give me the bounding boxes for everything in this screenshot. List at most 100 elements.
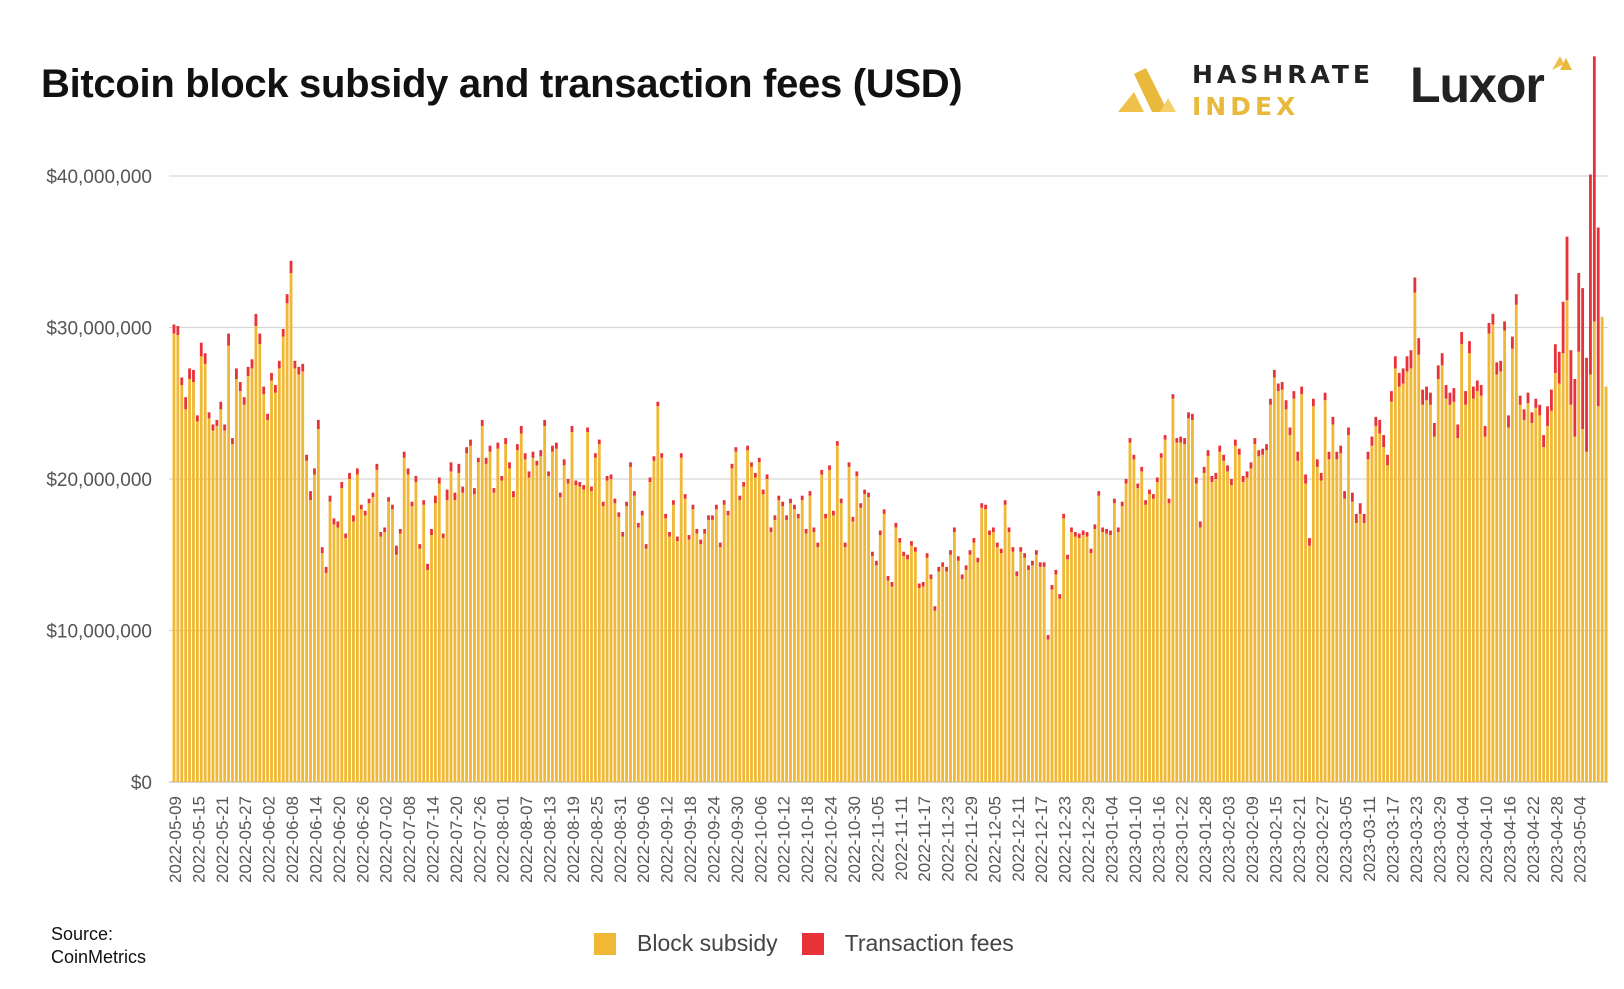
bar-block-subsidy (1148, 494, 1151, 782)
bar-transaction-fees (601, 501, 605, 507)
bar-transaction-fees (1183, 438, 1187, 445)
bar-block-subsidy (570, 432, 574, 782)
bar-block-subsidy (223, 430, 227, 782)
bar-transaction-fees (890, 582, 894, 587)
bar-block-subsidy (1140, 471, 1144, 782)
bar-transaction-fees (988, 530, 991, 536)
bar-transaction-fees (441, 533, 445, 539)
bar-transaction-fees (543, 419, 547, 426)
bar-block-subsidy (1436, 379, 1440, 782)
bar-transaction-fees (1592, 56, 1596, 322)
bar-transaction-fees (1542, 435, 1546, 448)
x-axis-ticks: 2022-05-09 2022-05-15 2022-05-21 2022-05-27… (166, 796, 1590, 883)
bar-transaction-fees (1144, 500, 1147, 505)
bar-block-subsidy (687, 539, 691, 782)
bar-block-subsidy (878, 535, 882, 782)
bar-transaction-fees (1194, 477, 1198, 484)
bar-block-subsidy (441, 538, 445, 782)
bar-block-subsidy (1335, 459, 1339, 782)
bar-block-subsidy (1526, 403, 1530, 782)
bar-transaction-fees (1034, 550, 1038, 555)
bar-block-subsidy (1456, 438, 1460, 782)
bar-block-subsidy (925, 557, 929, 782)
bar-block-subsidy (1507, 427, 1510, 782)
legend: Block subsidy Transaction fees (594, 930, 1038, 957)
bar-block-subsidy (703, 533, 707, 782)
chart-plot: $0 $10,000,000 $20,000,000 $30,000,000 $40,0… (46, 56, 1608, 883)
bar-block-subsidy (192, 382, 195, 782)
bar-block-subsidy (742, 486, 746, 782)
bar-block-subsidy (1105, 533, 1108, 782)
bar-block-subsidy (1596, 406, 1600, 782)
x-tick-label: 2022-10-18 (798, 796, 817, 883)
bar-transaction-fees (398, 529, 402, 534)
bar-block-subsidy (231, 444, 234, 782)
bar-transaction-fees (1027, 565, 1030, 570)
bar-transaction-fees (1589, 174, 1592, 375)
bar-block-subsidy (625, 506, 629, 782)
bar-transaction-fees (582, 485, 586, 490)
bar-transaction-fees (722, 500, 726, 505)
bar-block-subsidy (1191, 419, 1194, 782)
bar-block-subsidy (1479, 395, 1483, 782)
bar-transaction-fees (664, 513, 668, 519)
bar-transaction-fees (324, 566, 328, 573)
bar-block-subsidy (355, 474, 359, 782)
bar-transaction-fees (1397, 372, 1401, 387)
bar-block-subsidy (1245, 477, 1249, 782)
bar-transaction-fees (878, 530, 882, 536)
bar-block-subsidy (449, 471, 453, 782)
bar-block-subsidy (1343, 498, 1347, 782)
bar-transaction-fees (578, 482, 582, 487)
bar-transaction-fees (1081, 530, 1085, 536)
x-tick-label: 2022-08-25 (587, 796, 606, 883)
bar-transaction-fees (277, 360, 281, 369)
bar-transaction-fees (172, 324, 176, 334)
bar-transaction-fees (558, 492, 562, 498)
bar-block-subsidy (1393, 368, 1397, 782)
bar-block-subsidy (750, 466, 753, 782)
bar-block-subsidy (336, 527, 340, 782)
bar-transaction-fees (730, 463, 734, 469)
bar-transaction-fees (199, 342, 203, 357)
bar-transaction-fees (410, 501, 414, 507)
bar-block-subsidy (1128, 442, 1132, 782)
bar-transaction-fees (945, 566, 948, 572)
bar-transaction-fees (1058, 594, 1062, 599)
bar-block-subsidy (1538, 415, 1542, 782)
bar-block-subsidy (1077, 538, 1081, 782)
bar-block-subsidy (711, 519, 714, 782)
bar-transaction-fees (1120, 501, 1124, 507)
bar-block-subsidy (1534, 407, 1538, 782)
bar-block-subsidy (1440, 365, 1444, 783)
bar-transaction-fees (1191, 413, 1194, 420)
bar-transaction-fees (656, 401, 660, 407)
bar-block-subsidy (773, 519, 777, 782)
x-tick-label: 2022-08-31 (611, 796, 630, 883)
bar-block-subsidy (660, 457, 664, 782)
bar-transaction-fees (1405, 356, 1409, 372)
bar-transaction-fees (1155, 477, 1159, 483)
bar-block-subsidy (792, 509, 796, 782)
bar-block-subsidy (999, 553, 1003, 782)
bar-transaction-fees (691, 504, 695, 510)
bar-transaction-fees (188, 368, 191, 380)
bar-transaction-fees (359, 504, 363, 510)
bar-transaction-fees (894, 522, 898, 528)
bar-block-subsidy (605, 480, 609, 782)
bar-transaction-fees (1503, 321, 1506, 331)
bar-transaction-fees (1374, 416, 1378, 426)
bar-transaction-fees (1206, 450, 1210, 457)
bar-transaction-fees (1468, 341, 1471, 354)
bar-transaction-fees (414, 475, 418, 483)
bar-transaction-fees (952, 527, 956, 533)
bar-transaction-fees (254, 313, 258, 326)
bar-block-subsidy (1066, 559, 1069, 782)
bar-block-subsidy (1483, 436, 1487, 782)
bar-transaction-fees (714, 504, 718, 510)
bar-transaction-fees (473, 488, 476, 495)
bar-block-subsidy (992, 532, 995, 782)
bar-transaction-fees (746, 445, 749, 451)
bar-block-subsidy (281, 336, 285, 782)
bar-transaction-fees (633, 491, 636, 496)
